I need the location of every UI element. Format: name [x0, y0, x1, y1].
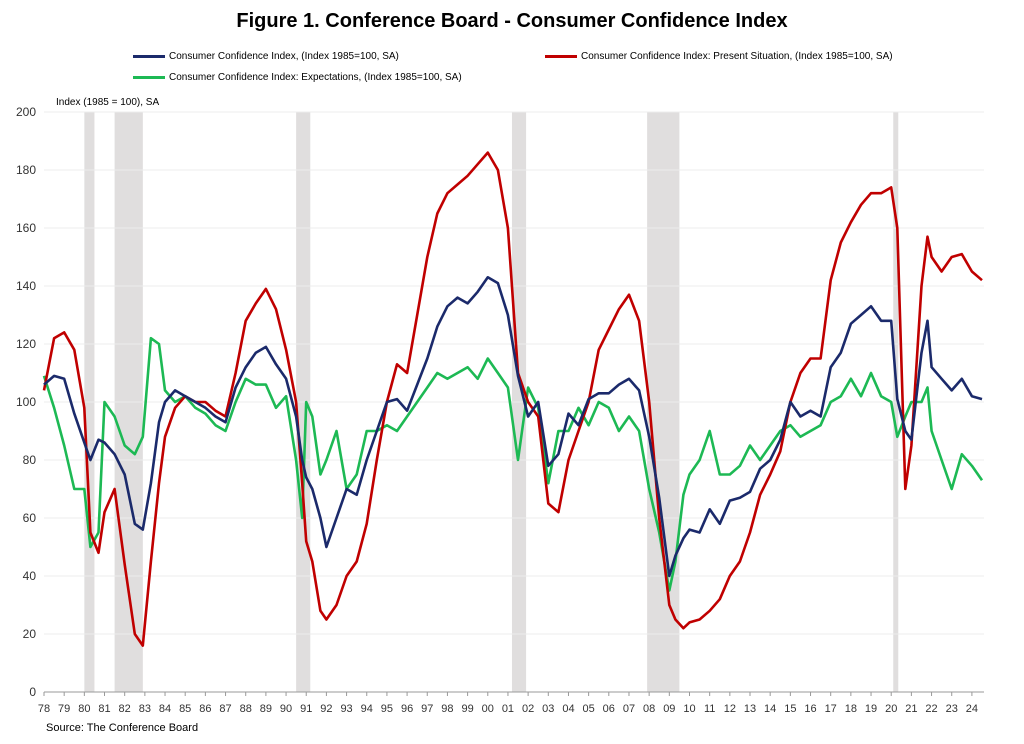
x-tick-label: 06 — [603, 703, 615, 715]
legend-swatch-cci — [133, 55, 165, 58]
x-tick-label: 24 — [966, 703, 978, 715]
x-tick-label: 04 — [562, 703, 574, 715]
x-tick-label: 02 — [522, 703, 534, 715]
legend-item-expectations: Consumer Confidence Index: Expectations,… — [133, 72, 462, 83]
y-tick-label: 20 — [23, 627, 37, 641]
y-tick-label: 100 — [16, 395, 36, 409]
x-tick-label: 18 — [845, 703, 857, 715]
chart-title: Figure 1. Conference Board - Consumer Co… — [236, 10, 788, 32]
x-tick-label: 79 — [58, 703, 70, 715]
y-tick-label: 60 — [23, 511, 37, 525]
series-line-0 — [43, 276, 983, 578]
x-tick-label: 99 — [461, 703, 473, 715]
y-tick-label: 0 — [29, 685, 36, 699]
x-tick-label: 20 — [885, 703, 897, 715]
x-tick-label: 10 — [683, 703, 695, 715]
y-tick-label: 40 — [23, 569, 37, 583]
x-tick-label: 93 — [340, 703, 352, 715]
y-tick-label: 80 — [23, 453, 37, 467]
x-tick-label: 17 — [825, 703, 837, 715]
x-tick-label: 16 — [804, 703, 816, 715]
y-axis-label: Index (1985 = 100), SA — [56, 97, 160, 108]
x-tick-label: 85 — [179, 703, 191, 715]
x-tick-label: 14 — [764, 703, 776, 715]
x-tick-label: 97 — [421, 703, 433, 715]
x-tick-label: 90 — [280, 703, 292, 715]
legend-swatch-expectations — [133, 76, 165, 79]
x-tick-label: 87 — [219, 703, 231, 715]
x-tick-label: 09 — [663, 703, 675, 715]
x-tick-label: 82 — [119, 703, 131, 715]
legend-swatch-present — [545, 55, 577, 58]
x-tick-label: 83 — [139, 703, 151, 715]
x-tick-label: 98 — [441, 703, 453, 715]
x-tick-label: 22 — [925, 703, 937, 715]
y-tick-label: 180 — [16, 163, 36, 177]
x-tick-label: 86 — [199, 703, 211, 715]
x-tick-label: 89 — [260, 703, 272, 715]
x-tick-label: 19 — [865, 703, 877, 715]
legend-item-cci: Consumer Confidence Index, (Index 1985=1… — [133, 51, 399, 62]
y-tick-label: 140 — [16, 279, 36, 293]
x-tick-label: 94 — [361, 703, 373, 715]
x-tick-label: 91 — [300, 703, 312, 715]
x-tick-label: 00 — [482, 703, 494, 715]
legend-label-present: Consumer Confidence Index: Present Situa… — [581, 51, 893, 62]
x-tick-label: 12 — [724, 703, 736, 715]
x-tick-label: 03 — [542, 703, 554, 715]
x-tick-label: 21 — [905, 703, 917, 715]
y-tick-label: 200 — [16, 105, 36, 119]
x-tick-label: 81 — [98, 703, 110, 715]
source-note: Source: The Conference Board — [46, 722, 199, 734]
legend-item-present: Consumer Confidence Index: Present Situa… — [545, 51, 893, 62]
legend-label-cci: Consumer Confidence Index, (Index 1985=1… — [169, 51, 399, 62]
x-tick-label: 78 — [38, 703, 50, 715]
y-tick-label: 120 — [16, 337, 36, 351]
x-tick-label: 01 — [502, 703, 514, 715]
x-tick-label: 96 — [401, 703, 413, 715]
x-tick-label: 84 — [159, 703, 171, 715]
y-tick-label: 160 — [16, 221, 36, 235]
x-tick-label: 13 — [744, 703, 756, 715]
legend-label-expectations: Consumer Confidence Index: Expectations,… — [169, 72, 462, 83]
x-tick-label: 15 — [784, 703, 796, 715]
x-tick-label: 05 — [583, 703, 595, 715]
x-tick-label: 08 — [643, 703, 655, 715]
x-tick-label: 11 — [704, 703, 715, 715]
series-line-2 — [42, 336, 984, 592]
x-tick-label: 92 — [320, 703, 332, 715]
x-tick-label: 23 — [946, 703, 958, 715]
x-tick-label: 80 — [78, 703, 90, 715]
x-tick-label: 07 — [623, 703, 635, 715]
x-tick-label: 95 — [381, 703, 393, 715]
x-tick-label: 88 — [240, 703, 252, 715]
